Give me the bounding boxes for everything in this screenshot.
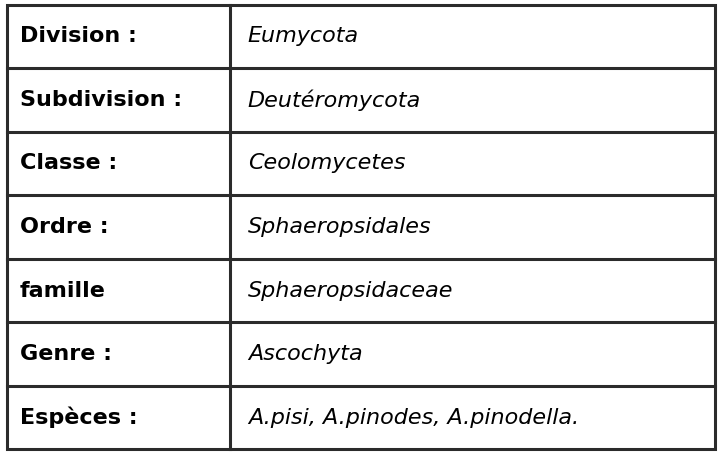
Text: Classe :: Classe :: [20, 153, 117, 173]
Text: Eumycota: Eumycota: [248, 26, 359, 46]
Text: Ceolomycetes: Ceolomycetes: [248, 153, 405, 173]
Text: Sphaeropsidaceae: Sphaeropsidaceae: [248, 281, 453, 301]
Text: Ascochyta: Ascochyta: [248, 344, 362, 364]
Text: A.pisi, A.pinodes, A.pinodella.: A.pisi, A.pinodes, A.pinodella.: [248, 408, 579, 428]
Text: famille: famille: [20, 281, 106, 301]
Text: Espèces :: Espèces :: [20, 407, 138, 429]
Text: Genre :: Genre :: [20, 344, 112, 364]
Text: Sphaeropsidales: Sphaeropsidales: [248, 217, 432, 237]
Text: Subdivision :: Subdivision :: [20, 90, 182, 110]
Text: Division :: Division :: [20, 26, 137, 46]
Text: Ordre :: Ordre :: [20, 217, 108, 237]
Text: Deutéromycota: Deutéromycota: [248, 89, 421, 111]
